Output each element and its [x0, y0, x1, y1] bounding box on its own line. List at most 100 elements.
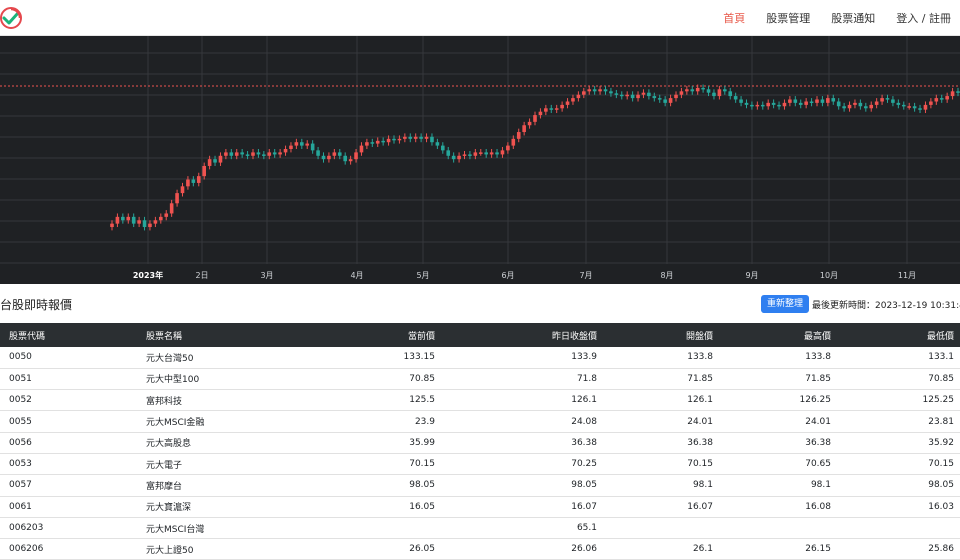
candle-body[interactable] — [110, 223, 114, 228]
chart-canvas[interactable]: 2023年 2日 3月 4月 5月 6月 7月 8月 9月 10月 11月 — [0, 36, 960, 284]
candle-body[interactable] — [370, 142, 375, 144]
candle-body[interactable] — [760, 104, 765, 107]
candle-body[interactable] — [929, 101, 933, 105]
candle-body[interactable] — [159, 216, 163, 221]
candle-body[interactable] — [853, 102, 857, 105]
candle-body[interactable] — [603, 89, 608, 92]
candle-body[interactable] — [262, 154, 266, 156]
candle-body[interactable] — [305, 143, 310, 146]
candle-body[interactable] — [435, 142, 440, 146]
col-header-current[interactable]: 當前價 — [407, 331, 435, 342]
candle-body[interactable] — [869, 104, 874, 109]
candle-body[interactable] — [647, 92, 651, 97]
candle-body[interactable] — [609, 91, 613, 94]
candle-body[interactable] — [142, 220, 147, 228]
candle-body[interactable] — [484, 152, 488, 155]
candle-body[interactable] — [180, 186, 185, 194]
candle-body[interactable] — [386, 138, 391, 143]
candle-body[interactable] — [636, 94, 640, 99]
candle-body[interactable] — [164, 213, 169, 217]
candle-body[interactable] — [874, 101, 879, 105]
candle-body[interactable] — [950, 91, 955, 97]
candle-body[interactable] — [544, 108, 548, 112]
candle-body[interactable] — [695, 87, 700, 92]
candle-body[interactable] — [327, 155, 331, 160]
candle-body[interactable] — [788, 99, 792, 103]
candle-body[interactable] — [912, 106, 917, 109]
candle-body[interactable] — [343, 155, 347, 162]
candle-body[interactable] — [793, 99, 798, 103]
candle-body[interactable] — [321, 155, 326, 160]
candle-body[interactable] — [441, 145, 445, 151]
candle-body[interactable] — [538, 111, 543, 116]
candle-body[interactable] — [663, 99, 667, 103]
table-row[interactable]: 0053 元大電子 70.15 70.25 70.15 70.65 70.15 — [0, 453, 960, 476]
table-row[interactable]: 0050 元大台灣50 133.15 133.9 133.8 133.8 133.1 — [0, 347, 960, 369]
candle-body[interactable] — [706, 89, 711, 93]
candle-body[interactable] — [679, 91, 684, 95]
candle-body[interactable] — [478, 152, 483, 154]
candle-body[interactable] — [820, 99, 825, 103]
candle-body[interactable] — [880, 98, 884, 102]
candle-body[interactable] — [413, 136, 418, 139]
candle-body[interactable] — [690, 89, 695, 92]
candle-body[interactable] — [516, 132, 521, 139]
candle-body[interactable] — [733, 96, 738, 100]
candle-body[interactable] — [451, 155, 456, 160]
candle-body[interactable] — [375, 140, 380, 144]
refresh-button[interactable]: 重新整理 — [761, 295, 810, 313]
candle-body[interactable] — [430, 136, 434, 143]
candle-body[interactable] — [359, 145, 364, 153]
candle-body[interactable] — [240, 152, 244, 155]
candle-body[interactable] — [831, 98, 836, 102]
nav-stock-management[interactable]: 股票管理 — [766, 12, 811, 25]
candlestick-chart[interactable]: 2023年 2日 3月 4月 5月 6月 7月 8月 9月 10月 11月 — [0, 36, 960, 284]
candle-body[interactable] — [755, 104, 760, 107]
candle-body[interactable] — [267, 152, 272, 156]
candle-body[interactable] — [744, 102, 749, 105]
candle-body[interactable] — [424, 136, 429, 139]
candle-body[interactable] — [500, 150, 505, 155]
candle-body[interactable] — [186, 179, 190, 187]
candle-body[interactable] — [283, 149, 288, 153]
candle-body[interactable] — [560, 104, 564, 109]
candle-body[interactable] — [782, 102, 787, 107]
candle-body[interactable] — [668, 98, 673, 103]
col-header-open[interactable]: 開盤價 — [685, 331, 713, 342]
candle-body[interactable] — [213, 159, 217, 163]
candle-body[interactable] — [750, 104, 754, 107]
candle-body[interactable] — [397, 138, 402, 141]
candle-body[interactable] — [300, 142, 304, 146]
candle-body[interactable] — [739, 99, 743, 103]
candle-body[interactable] — [511, 138, 516, 146]
col-header-high[interactable]: 最高價 — [803, 331, 831, 342]
candle-body[interactable] — [798, 102, 803, 105]
candle-body[interactable] — [533, 115, 537, 122]
col-header-code[interactable]: 股票代碼 — [9, 331, 46, 342]
candle-body[interactable] — [836, 101, 841, 107]
candle-body[interactable] — [495, 152, 499, 155]
candle-body[interactable] — [934, 98, 939, 102]
candle-body[interactable] — [256, 152, 261, 155]
candle-body[interactable] — [224, 152, 228, 156]
candle-body[interactable] — [468, 154, 472, 156]
candle-body[interactable] — [923, 104, 928, 110]
candle-body[interactable] — [392, 138, 396, 141]
nav-stock-notifications[interactable]: 股票通知 — [831, 12, 876, 25]
nav-home[interactable]: 首頁 — [723, 12, 746, 25]
candle-body[interactable] — [945, 96, 949, 100]
candle-body[interactable] — [858, 102, 863, 107]
candle-body[interactable] — [641, 92, 646, 95]
candle-body[interactable] — [956, 91, 960, 93]
col-header-low[interactable]: 最低價 — [926, 331, 954, 342]
candle-body[interactable] — [777, 104, 781, 107]
candle-body[interactable] — [522, 125, 526, 133]
candle-body[interactable] — [278, 152, 282, 155]
candle-body[interactable] — [864, 106, 868, 109]
candle-body[interactable] — [896, 102, 901, 105]
candle-body[interactable] — [251, 152, 255, 156]
candle-body[interactable] — [316, 150, 320, 156]
candle-body[interactable] — [809, 101, 814, 104]
table-row[interactable]: 006206 元大上證50 26.05 26.06 26.1 26.15 25.86 — [0, 538, 960, 560]
nav-login-register[interactable]: 登入 / 註冊 — [896, 12, 951, 25]
